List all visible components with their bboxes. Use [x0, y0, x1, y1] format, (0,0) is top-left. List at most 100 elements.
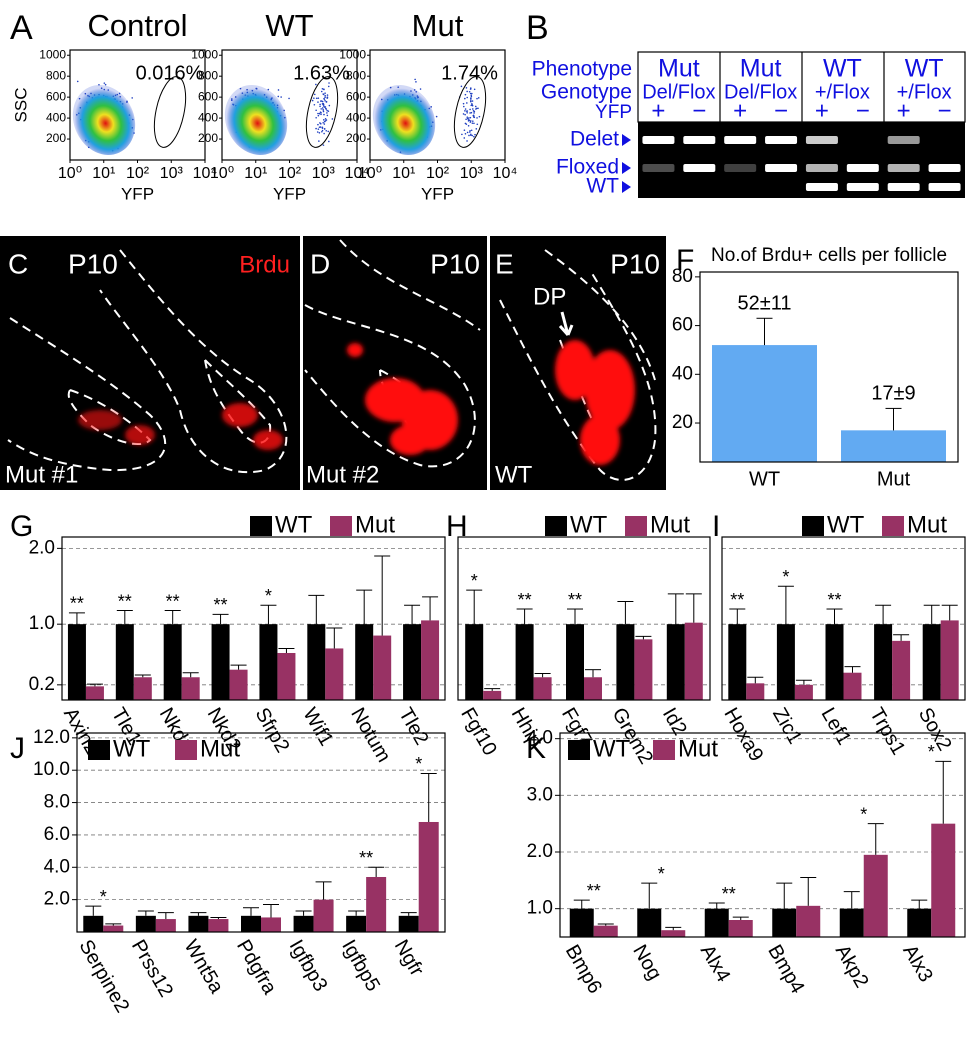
event-dot [476, 117, 478, 119]
gel-band [928, 164, 961, 172]
legend-swatch [568, 740, 590, 760]
event-dot [466, 102, 468, 104]
gel-genotype: +/Flox [815, 81, 870, 103]
bar [398, 915, 419, 932]
x-tick-label: 10⁰ [358, 165, 382, 182]
gel-lane-label: − [774, 97, 788, 124]
gel-genotype: Del/Flox [642, 81, 715, 103]
panel-label: E [495, 248, 514, 279]
stage-label: P10 [68, 248, 118, 279]
event-dot [323, 105, 325, 107]
event-dot [324, 99, 326, 102]
legend-label: Mut [907, 511, 947, 538]
legend-swatch [545, 516, 567, 536]
event-dot [317, 97, 320, 99]
legend-label: Mut [355, 511, 395, 538]
event-dot [470, 129, 473, 132]
bar [634, 639, 653, 700]
event-dot [320, 108, 323, 110]
y-tick-label: 600 [46, 89, 66, 103]
y-axis-label: SSC [11, 88, 30, 123]
event-dot [317, 101, 319, 103]
density [72, 84, 136, 156]
bar [746, 683, 765, 700]
event-dot [466, 112, 468, 114]
event-dot [414, 78, 416, 81]
event-dot [324, 94, 326, 97]
value-label: 52±11 [738, 293, 792, 315]
gel-band [765, 164, 798, 172]
signal [580, 415, 620, 465]
event-dot [475, 107, 478, 110]
event-dot [317, 128, 320, 130]
gel-row-label: Phenotype [532, 58, 632, 81]
event-dot [463, 129, 466, 131]
gel-band [887, 136, 920, 144]
event-dot [320, 111, 322, 114]
gel-lane-label: − [692, 97, 706, 124]
event-dot [320, 100, 322, 102]
y-tick-label: 400 [198, 110, 218, 124]
panel-label: I [712, 510, 720, 543]
significance: * [265, 586, 272, 606]
legend-swatch [330, 516, 352, 536]
y-tick-label: 4.0 [527, 728, 553, 749]
bar [841, 430, 946, 462]
legend-label: Mut [200, 735, 240, 762]
significance: ** [587, 881, 601, 901]
event-dot [326, 112, 328, 114]
bar [346, 915, 367, 932]
gel-lane-label: − [938, 97, 952, 124]
y-tick-label: 20 [672, 412, 693, 433]
event-dot [323, 123, 326, 125]
bar [208, 919, 229, 932]
y-tick-label: 2.0 [527, 841, 553, 862]
gel-row-label: YFP [595, 102, 632, 123]
gel-band [928, 183, 961, 191]
y-tick-label: 400 [46, 110, 66, 124]
x-tick-label: 10⁰ [58, 165, 82, 182]
y-tick-label: 400 [346, 110, 366, 124]
plot-frame [61, 536, 446, 701]
event-dot [465, 118, 467, 121]
chart-title: No.of Brdu+ cells per follicle [711, 245, 947, 266]
event-dot [472, 115, 475, 117]
event-dot [317, 114, 320, 117]
event-dot [288, 97, 290, 100]
plot-frame [76, 732, 446, 933]
gel-row-label: Genotype [541, 81, 632, 104]
signal [125, 425, 155, 445]
event-dot [415, 81, 417, 83]
event-dot [313, 103, 316, 106]
event-dot [470, 87, 472, 89]
bar [67, 624, 86, 700]
bar [211, 624, 230, 700]
event-dot [318, 112, 321, 115]
event-dot [463, 137, 466, 139]
y-tick-label: 800 [346, 68, 366, 82]
event-dot [464, 133, 467, 135]
gate [305, 76, 339, 148]
event-dot [319, 105, 321, 108]
significance: * [415, 754, 422, 774]
bar [313, 899, 334, 932]
event-dot [478, 115, 481, 118]
event-dot [328, 104, 331, 107]
event-dot [468, 134, 470, 137]
event-dot [322, 88, 325, 91]
gel-genotype: +/Flox [897, 81, 952, 103]
y-tick-label: 80 [672, 266, 693, 287]
bar [772, 908, 797, 937]
x-axis-label: YFP [421, 184, 454, 203]
y-tick-label: 800 [198, 68, 218, 82]
event-dot [469, 116, 472, 119]
bar [684, 622, 703, 700]
event-dot [469, 121, 472, 123]
y-tick-label: 800 [46, 68, 66, 82]
event-dot [331, 118, 334, 120]
event-dot [324, 120, 327, 122]
y-tick-label: 6.0 [44, 824, 70, 845]
bar [261, 917, 281, 932]
event-dot [466, 140, 468, 142]
